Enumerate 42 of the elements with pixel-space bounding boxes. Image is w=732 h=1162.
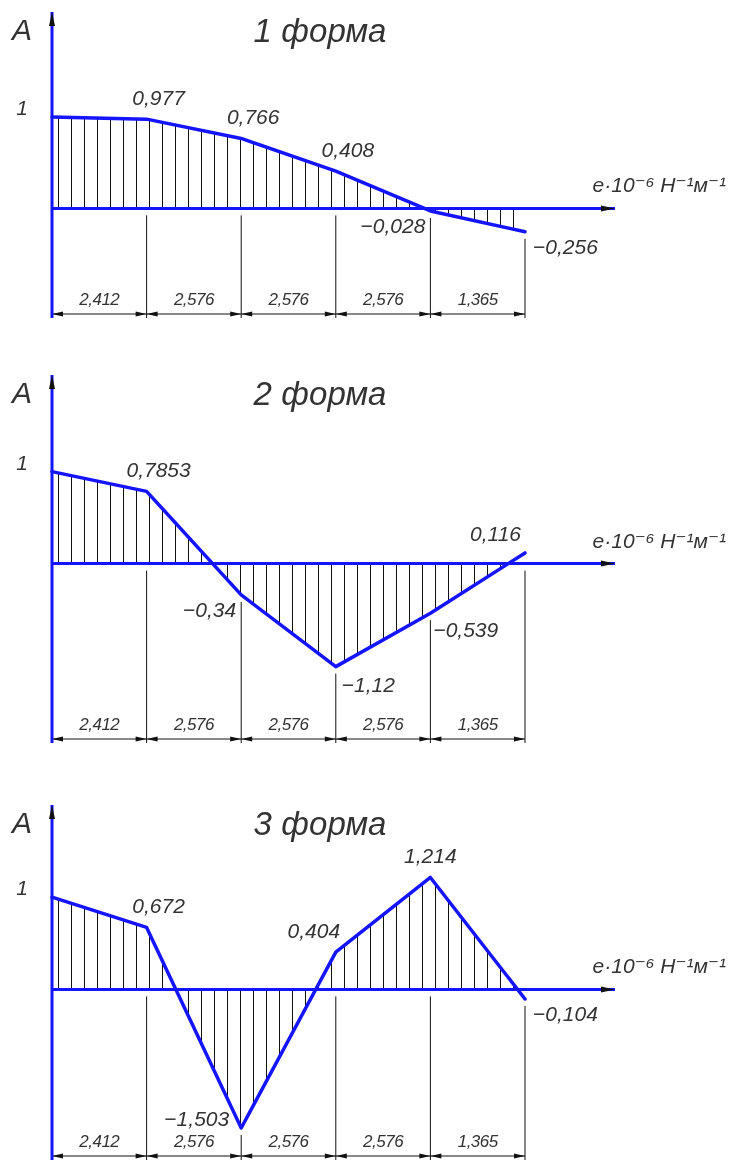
- annotation: 2,576: [172, 715, 215, 734]
- y-axis-title: A: [9, 13, 33, 46]
- x-axis-title: e·10⁻⁶ Н⁻¹м⁻¹: [592, 173, 726, 197]
- data-label: 1: [16, 96, 28, 120]
- data-label: −0,539: [433, 618, 499, 642]
- annotation: 2,576: [362, 715, 405, 734]
- annotation: 2,412: [78, 1132, 121, 1151]
- chart-title: 3 форма: [253, 805, 387, 842]
- data-label: −0,028: [360, 213, 426, 237]
- data-label: −0,104: [533, 1002, 598, 1026]
- annotation: 2,576: [362, 1132, 405, 1151]
- chart-title: 1 форма: [253, 12, 387, 49]
- y-axis-title: A: [9, 806, 33, 839]
- annotation: 2,412: [78, 715, 121, 734]
- data-label: 1,214: [404, 844, 457, 868]
- data-label: 1: [16, 450, 28, 474]
- data-label: 0,672: [132, 894, 186, 918]
- chart-title: 2 форма: [252, 375, 387, 412]
- data-label: 0,977: [132, 86, 187, 110]
- data-label: 0,7853: [126, 458, 192, 482]
- data-label: 0,766: [226, 105, 280, 129]
- annotation: 2,576: [267, 290, 310, 309]
- annotation: 1,365: [457, 290, 499, 309]
- data-label: 0,404: [287, 919, 341, 943]
- data-label: −1,12: [341, 672, 396, 696]
- annotation: 2,576: [267, 1132, 310, 1151]
- annotation: 1,365: [457, 715, 499, 734]
- x-axis-title: e·10⁻⁶ Н⁻¹м⁻¹: [592, 528, 726, 552]
- annotation: 2,576: [172, 1132, 215, 1151]
- annotation: 2,576: [362, 290, 405, 309]
- data-label: 0,408: [321, 138, 375, 162]
- data-label: −0,34: [183, 597, 237, 621]
- annotation: 2,576: [267, 715, 310, 734]
- annotation: 1,365: [457, 1132, 499, 1151]
- annotation: 2,576: [172, 290, 215, 309]
- data-label: 1: [16, 876, 28, 900]
- data-label: −0,256: [533, 234, 599, 258]
- x-axis-title: e·10⁻⁶ Н⁻¹м⁻¹: [592, 954, 726, 978]
- data-label: 0,116: [470, 521, 522, 545]
- data-label: −1,503: [164, 1107, 230, 1130]
- y-axis-title: A: [9, 376, 33, 409]
- annotation: 2,412: [78, 290, 121, 309]
